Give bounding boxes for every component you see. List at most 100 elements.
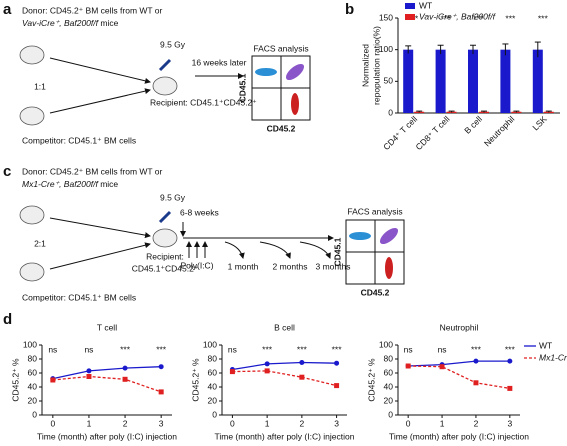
mouse bbox=[152, 228, 178, 248]
mouse bbox=[19, 262, 45, 282]
x-tick-label: B cell bbox=[462, 114, 484, 136]
y-axis-label: Normalized bbox=[360, 44, 370, 87]
dose: 9.5 Gy bbox=[160, 192, 186, 202]
y-tick-label: 50 bbox=[384, 76, 394, 86]
mouse bbox=[19, 205, 45, 225]
mouse bbox=[19, 45, 45, 65]
significance: *** bbox=[156, 344, 167, 354]
significance: ns bbox=[84, 344, 93, 354]
x-tick-label: 0 bbox=[50, 418, 55, 428]
timepoint: 1 month bbox=[228, 261, 259, 271]
timepoint: 2 months bbox=[273, 261, 308, 271]
arrow-label: 16 weeks later bbox=[192, 57, 247, 67]
y-axis-label: CD45.2⁺ % bbox=[10, 358, 20, 402]
legend-label: Mx1-Cre⁺, Baf200f/f bbox=[539, 352, 567, 362]
y-axis-label: CD45.2⁺ % bbox=[190, 358, 200, 402]
recipient: Recipient: CD45.1⁺CD45.2⁺ bbox=[150, 97, 257, 107]
marker bbox=[122, 376, 128, 382]
donor-text: Vav-iCre⁺, Baf200f/f mice bbox=[22, 18, 119, 28]
marker bbox=[50, 377, 56, 383]
competitor: Competitor: CD45.1⁺ BM cells bbox=[22, 135, 136, 145]
marker bbox=[122, 365, 128, 371]
facs-axis: CD45.1 bbox=[332, 237, 342, 266]
y-tick-label: 100 bbox=[23, 339, 37, 349]
line bbox=[52, 366, 162, 380]
chart-title: B cell bbox=[274, 322, 295, 332]
marker bbox=[264, 368, 270, 374]
significance: *** bbox=[120, 344, 131, 354]
legend-swatch bbox=[405, 3, 415, 9]
marker bbox=[439, 364, 445, 370]
y-tick-label: 100 bbox=[379, 44, 393, 54]
y-tick-label: 0 bbox=[388, 107, 393, 117]
marker bbox=[299, 360, 305, 365]
x-axis-label: Time (month) after poly (I:C) injection bbox=[389, 431, 529, 441]
curved-arrow bbox=[259, 241, 291, 259]
y-tick-label: 80 bbox=[28, 353, 38, 363]
bar bbox=[468, 49, 478, 113]
panel-a: a Donor: CD45.2⁺ BM cells from WT or Vav… bbox=[3, 1, 311, 145]
gene: Vav-iCre⁺, Baf200f/f bbox=[22, 18, 100, 28]
chart-title: T cell bbox=[97, 322, 117, 332]
line bbox=[232, 370, 337, 387]
x-tick-label: 2 bbox=[474, 418, 479, 428]
marker bbox=[229, 369, 235, 375]
population bbox=[285, 63, 305, 81]
significance: *** bbox=[441, 13, 452, 23]
y-tick-label: 150 bbox=[379, 12, 393, 22]
arrow bbox=[49, 57, 151, 84]
y-tick-label: 60 bbox=[384, 367, 394, 377]
facs-axis: CD45.2 bbox=[267, 123, 296, 133]
x-tick-label: 1 bbox=[87, 418, 92, 428]
bar bbox=[403, 49, 414, 113]
bar bbox=[500, 49, 511, 113]
y-tick-label: 80 bbox=[208, 353, 218, 363]
significance: *** bbox=[471, 344, 482, 354]
marker bbox=[158, 389, 164, 395]
x-tick-label: Neutrophil bbox=[482, 114, 517, 149]
marker bbox=[405, 363, 411, 369]
y-tick-label: 40 bbox=[208, 381, 218, 391]
legend-swatch bbox=[405, 14, 415, 20]
donor-text: Donor: CD45.2⁺ BM cells from WT or bbox=[22, 5, 163, 15]
y-axis-label: CD45.2⁺ % bbox=[366, 358, 376, 402]
donor-text: Donor: CD45.2⁺ BM cells from WT or bbox=[22, 166, 163, 176]
marker bbox=[299, 374, 305, 380]
facs-title: FACS analysis bbox=[253, 43, 308, 53]
y-tick-label: 0 bbox=[212, 409, 217, 419]
significance: *** bbox=[473, 13, 484, 23]
y-tick-label: 60 bbox=[28, 367, 38, 377]
marker bbox=[507, 385, 513, 391]
curved-arrow bbox=[299, 241, 331, 259]
marker bbox=[473, 358, 479, 364]
x-tick-label: CD8⁺ T cell bbox=[414, 114, 452, 152]
syringe bbox=[158, 210, 172, 224]
significance: *** bbox=[538, 13, 549, 23]
marker bbox=[86, 374, 92, 379]
x-tick-label: 3 bbox=[159, 418, 164, 428]
ratio: 1:1 bbox=[34, 81, 46, 91]
panel-label: c bbox=[3, 163, 11, 180]
y-tick-label: 40 bbox=[28, 381, 38, 391]
y-tick-label: 20 bbox=[384, 395, 394, 405]
donor-text: Mx1-Cre⁺, Baf200f/f mice bbox=[22, 179, 118, 189]
x-tick-label: 0 bbox=[230, 418, 235, 428]
significance: *** bbox=[332, 344, 343, 354]
marker bbox=[507, 358, 513, 364]
arrow bbox=[49, 242, 151, 270]
significance: ns bbox=[48, 344, 57, 354]
legend-label: WT bbox=[419, 0, 432, 10]
line bbox=[408, 360, 510, 367]
x-tick-label: LSK bbox=[530, 114, 549, 133]
y-axis-label: repopulation ratio(%) bbox=[371, 26, 381, 105]
facs-axis: CD45.2 bbox=[361, 287, 390, 297]
x-tick-label: 2 bbox=[123, 418, 128, 428]
syringe bbox=[158, 58, 172, 72]
mouse bbox=[19, 106, 45, 126]
x-tick-label: 1 bbox=[265, 418, 270, 428]
y-tick-label: 40 bbox=[384, 381, 394, 391]
legend-label: WT bbox=[539, 340, 552, 350]
marker bbox=[158, 364, 164, 370]
panel-label: b bbox=[345, 1, 354, 18]
